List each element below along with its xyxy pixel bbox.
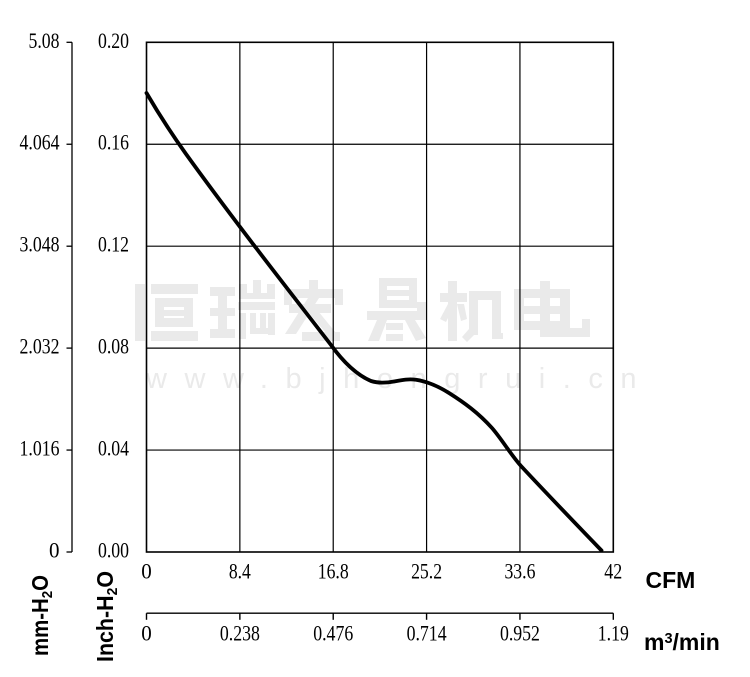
svg-text:0: 0 bbox=[49, 538, 60, 563]
svg-text:3.048: 3.048 bbox=[20, 232, 60, 257]
svg-text:25.2: 25.2 bbox=[411, 559, 442, 584]
svg-text:0.08: 0.08 bbox=[98, 334, 129, 359]
svg-text:0.12: 0.12 bbox=[98, 232, 129, 257]
svg-text:5.08: 5.08 bbox=[29, 28, 60, 53]
svg-text:0: 0 bbox=[141, 620, 152, 645]
svg-text:4.064: 4.064 bbox=[20, 130, 60, 155]
svg-text:CFM: CFM bbox=[646, 567, 696, 593]
svg-text:33.6: 33.6 bbox=[504, 559, 535, 584]
svg-text:m3/min: m3/min bbox=[644, 629, 720, 655]
svg-text:0.952: 0.952 bbox=[500, 620, 540, 645]
svg-text:0.476: 0.476 bbox=[313, 620, 353, 645]
svg-text:0.00: 0.00 bbox=[98, 538, 129, 563]
svg-text:1.016: 1.016 bbox=[20, 436, 60, 461]
svg-text:16.8: 16.8 bbox=[318, 559, 349, 584]
svg-text:0.20: 0.20 bbox=[98, 28, 129, 53]
svg-text:0.238: 0.238 bbox=[220, 620, 260, 645]
svg-text:0.04: 0.04 bbox=[98, 436, 129, 461]
svg-text:8.4: 8.4 bbox=[229, 559, 251, 584]
svg-text:2.032: 2.032 bbox=[20, 334, 60, 359]
svg-text:42: 42 bbox=[604, 559, 622, 584]
svg-text:0: 0 bbox=[141, 559, 152, 584]
svg-text:0.16: 0.16 bbox=[98, 130, 129, 155]
svg-text:0.714: 0.714 bbox=[407, 620, 447, 645]
svg-text:www.bjhongrui.cn: www.bjhongrui.cn bbox=[145, 363, 654, 395]
svg-text:1.19: 1.19 bbox=[598, 620, 629, 645]
svg-text:Inch-H2O: Inch-H2O bbox=[92, 571, 121, 662]
svg-text:mm-H2O: mm-H2O bbox=[27, 575, 56, 656]
